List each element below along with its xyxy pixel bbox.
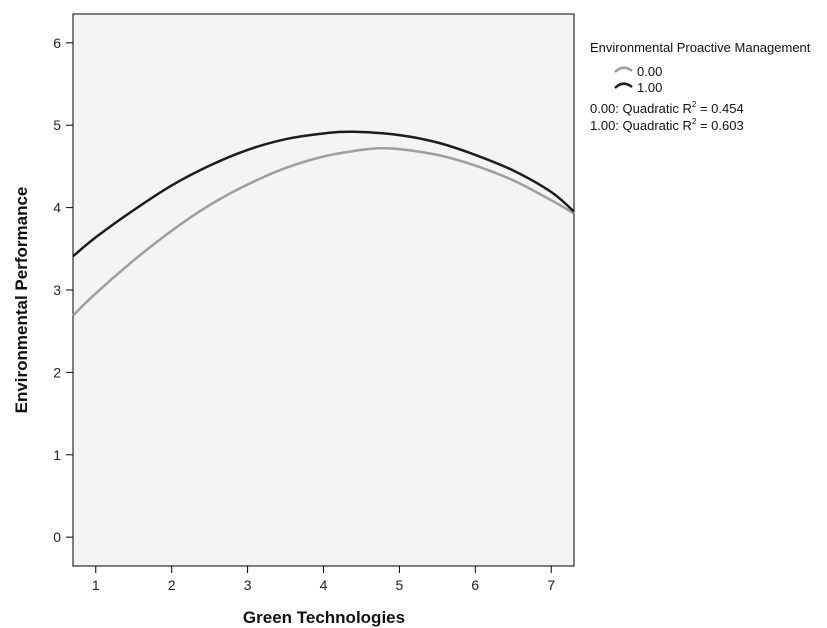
- series-line-1: [72, 130, 575, 258]
- x-tick-label: 3: [244, 577, 252, 593]
- y-axis-ticks: 0 1 2 3 4 5 6: [53, 35, 73, 545]
- x-tick-label: 6: [471, 577, 479, 593]
- x-axis-title: Green Technologies: [243, 608, 405, 627]
- x-tick-label: 2: [168, 577, 176, 593]
- legend-label-0: 0.00: [637, 64, 662, 79]
- y-tick-label: 3: [53, 282, 61, 298]
- legend-title: Environmental Proactive Management: [590, 40, 811, 55]
- x-tick-label: 5: [396, 577, 404, 593]
- fit-note-0: 0.00: Quadratic R2 = 0.454: [590, 100, 744, 116]
- y-tick-label: 5: [53, 117, 61, 133]
- legend: Environmental Proactive Management 0.00 …: [590, 40, 811, 133]
- legend-swatch-0: [614, 66, 633, 73]
- x-tick-label: 4: [320, 577, 328, 593]
- y-tick-label: 0: [53, 529, 61, 545]
- x-axis-ticks: 1 2 3 4 5 6 7: [92, 566, 555, 593]
- series-layer: [72, 130, 575, 317]
- x-tick-label: 7: [547, 577, 555, 593]
- legend-swatch-1: [614, 82, 633, 89]
- plot-area: [72, 13, 575, 567]
- series-line-0: [72, 146, 575, 317]
- x-tick-label: 1: [92, 577, 100, 593]
- y-tick-label: 6: [53, 35, 61, 51]
- y-tick-label: 1: [53, 447, 61, 463]
- y-tick-label: 4: [53, 200, 61, 216]
- y-axis-title: Environmental Performance: [12, 187, 31, 414]
- legend-label-1: 1.00: [637, 80, 662, 95]
- fit-note-1: 1.00: Quadratic R2 = 0.603: [590, 117, 744, 133]
- y-tick-label: 2: [53, 364, 61, 380]
